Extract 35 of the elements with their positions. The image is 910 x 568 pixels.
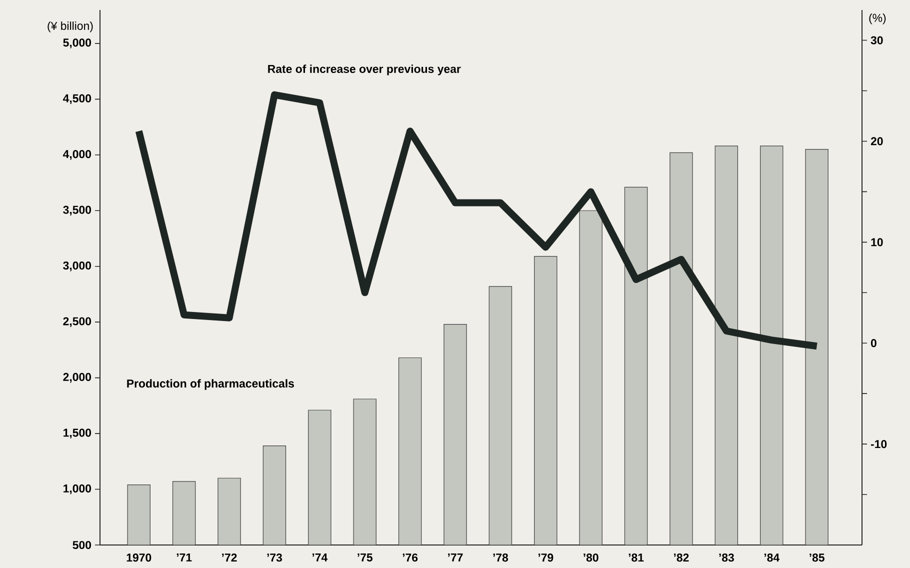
series-label: Rate of increase over previous year (268, 64, 461, 76)
x-tick-label: ’79 (538, 554, 554, 562)
x-tick-label: ’83 (719, 554, 734, 562)
y2-tick-label: 10 (871, 238, 883, 246)
x-tick-label: ’74 (312, 554, 328, 562)
x-tick-label: ’82 (674, 554, 689, 562)
y-tick-label: 3,500 (63, 206, 92, 216)
x-tick-label: ’80 (584, 554, 598, 562)
y-tick-label: 500 (72, 540, 92, 550)
y-tick-label: 3,000 (63, 261, 92, 272)
x-tick-label: ’71 (176, 554, 192, 562)
x-tick-label: ’76 (402, 554, 418, 562)
x-tick-label: ’81 (628, 554, 644, 562)
x-tick-label: ’85 (810, 554, 824, 562)
y-axis-title: (¥ billion) (48, 22, 93, 32)
y2-tick-label: -10 (870, 440, 887, 448)
y2-tick-label: 30 (870, 36, 883, 44)
y-tick-label: 5,000 (63, 38, 92, 48)
y2-tick-label: 0 (870, 339, 876, 348)
y-tick-label: 4,500 (62, 94, 92, 104)
y-tick-label: 2,500 (63, 317, 92, 327)
x-tick-label: ’77 (448, 554, 463, 562)
x-tick-label: ’78 (493, 554, 508, 562)
x-tick-label: ’73 (267, 554, 282, 562)
x-tick-label: ’72 (222, 554, 237, 562)
y2-tick-label: 20 (870, 137, 883, 146)
x-tick-label: ’84 (764, 554, 780, 562)
y-tick-label: 1,500 (64, 428, 92, 438)
y2-axis-title: (%) (869, 14, 886, 24)
text: Production of pharmaceuticals (127, 379, 294, 390)
y-tick-label: 2,000 (63, 372, 92, 383)
y-tick-label: 1,000 (64, 484, 92, 494)
y-tick-label: 4,000 (62, 150, 92, 160)
x-tick-label: ’75 (358, 554, 372, 562)
x-tick-label: 1970 (126, 554, 152, 562)
